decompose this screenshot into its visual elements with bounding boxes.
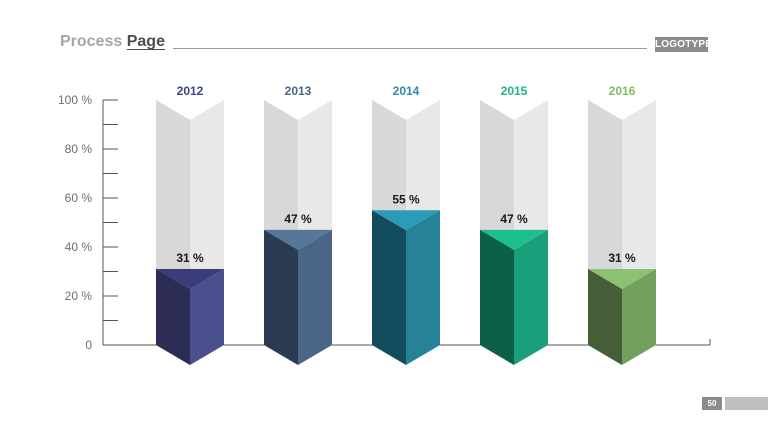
category-label: 2015 [501,84,528,98]
page-title-part2: Page [126,33,165,50]
page-title: Process Page [60,33,165,51]
bar-face-left [264,229,298,365]
bar-face-right [298,229,332,365]
value-label: 47 % [500,212,528,226]
category-label: 2014 [393,84,420,98]
y-tick-label: 100 % [58,93,92,107]
value-label: 31 % [608,251,636,265]
bar-face-left [588,269,622,365]
bar-face-right [622,269,656,365]
category-label: 2012 [177,84,204,98]
value-label: 55 % [392,192,420,206]
category-label: 2013 [285,84,312,98]
y-tick-label: 60 % [65,191,93,205]
bar-face-right [514,229,548,365]
bar-top [264,229,332,250]
page-title-part1: Process [60,33,123,50]
logo: LOGOTYPE [655,37,713,52]
bar-face-right [190,269,224,365]
y-tick-label: 40 % [65,240,93,254]
footer-bar [725,397,768,410]
category-label: 2016 [609,84,636,98]
bar-top [480,229,548,250]
y-tick-label: 20 % [65,289,93,303]
header-rule [173,48,647,49]
bar-face-left [156,269,190,365]
value-label: 31 % [176,251,204,265]
bar-face-left [480,229,514,365]
bar-top [372,210,440,231]
bar-top [588,269,656,290]
bar-face-left [372,210,406,365]
bar-face-right [406,210,440,365]
header: Process Page LOGOTYPE [60,33,713,55]
page-number: 50 [702,397,722,410]
y-tick-label: 80 % [65,142,93,156]
bar-top [156,269,224,290]
value-label: 47 % [284,212,312,226]
y-tick-label: 0 [85,338,92,352]
